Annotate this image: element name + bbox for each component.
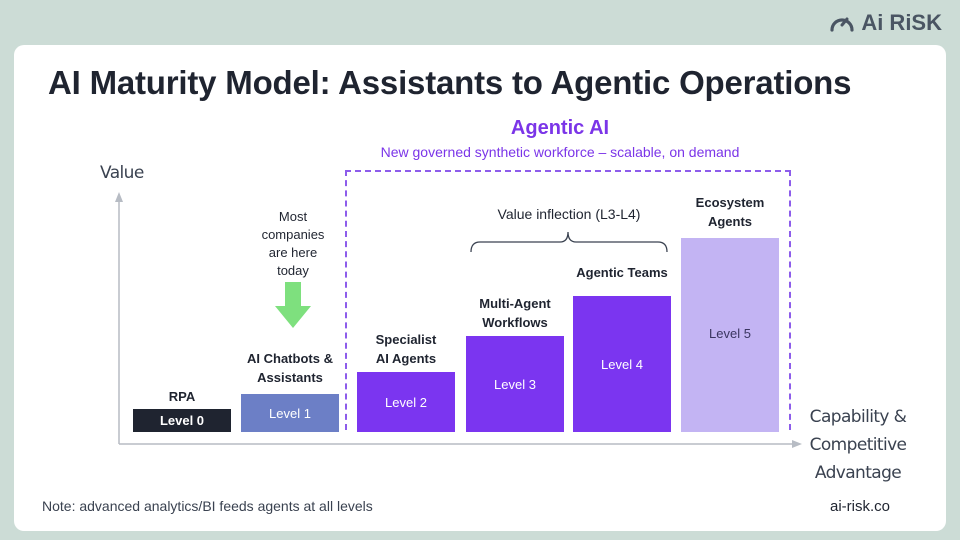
level-0-bar: Level 0 [133, 409, 231, 432]
level-4-bar: Level 4 [573, 296, 671, 432]
level-1-name-line: Assistants [257, 370, 323, 385]
level-2-label: Level 2 [385, 394, 427, 410]
agentic-ai-subtitle: New governed synthetic workforce – scala… [380, 144, 740, 160]
x-axis-label-line: Capability & [809, 407, 907, 427]
level-4-label: Level 4 [601, 356, 643, 372]
level-1-bar: Level 1 [241, 394, 339, 432]
level-2-name: Specialist AI Agents [350, 330, 462, 368]
level-5-bar: Level 5 [681, 238, 779, 432]
logo-text: Ai RiSK [861, 10, 942, 35]
level-1-name: AI Chatbots & Assistants [230, 349, 350, 387]
most-companies-line: companies [261, 227, 325, 242]
level-5-label: Level 5 [709, 326, 751, 341]
most-companies-line: today [277, 263, 309, 278]
agentic-region-border [345, 170, 791, 430]
agentic-ai-title: Agentic AI [510, 117, 610, 139]
x-axis-label: Capability & Competitive Advantage [808, 403, 908, 487]
level-0-name: RPA [133, 387, 231, 406]
level-2-name-line: Specialist [375, 332, 437, 347]
most-companies-line: Most [278, 209, 308, 224]
value-inflection-label: Value inflection (L3-L4) [497, 206, 641, 222]
footnote: Note: advanced analytics/BI feeds agents… [42, 498, 373, 514]
level-4-name: Agentic Teams [560, 263, 684, 282]
level-3-name: Multi-Agent Workflows [459, 294, 571, 332]
y-axis-arrow-icon [115, 192, 123, 202]
most-companies-line: are here [268, 245, 318, 260]
level-5-name-line: Ecosystem [695, 195, 765, 210]
level-2-bar: Level 2 [357, 372, 455, 432]
brace-icon [470, 231, 668, 253]
level-0-label: Level 0 [159, 413, 205, 428]
level-3-bar: Level 3 [466, 336, 564, 432]
x-axis-label-line: Advantage [814, 463, 902, 483]
x-axis-arrow-icon [792, 440, 802, 448]
y-axis-label: Value [100, 163, 144, 183]
level-0-name-line: RPA [168, 389, 196, 404]
level-5-name: Ecosystem Agents [674, 193, 786, 231]
level-5-name-line: Agents [707, 214, 753, 229]
level-1-name-line: AI Chatbots & [247, 351, 333, 366]
level-4-name-line: Agentic Teams [576, 265, 668, 280]
level-2-name-line: AI Agents [375, 351, 437, 366]
level-3-name-line: Workflows [482, 315, 548, 330]
x-axis-label-line: Competitive [809, 435, 907, 455]
most-companies-note: Most companies are here today [250, 208, 336, 280]
level-1-label: Level 1 [269, 405, 311, 421]
page-title: AI Maturity Model: Assistants to Agentic… [48, 64, 852, 101]
level-3-name-line: Multi-Agent [479, 296, 551, 311]
gauge-icon [830, 17, 854, 32]
down-arrow-icon [275, 282, 311, 328]
brand-logo: Ai RiSK [829, 10, 942, 36]
site-url[interactable]: ai-risk.co [830, 498, 891, 515]
level-3-label: Level 3 [494, 376, 536, 392]
